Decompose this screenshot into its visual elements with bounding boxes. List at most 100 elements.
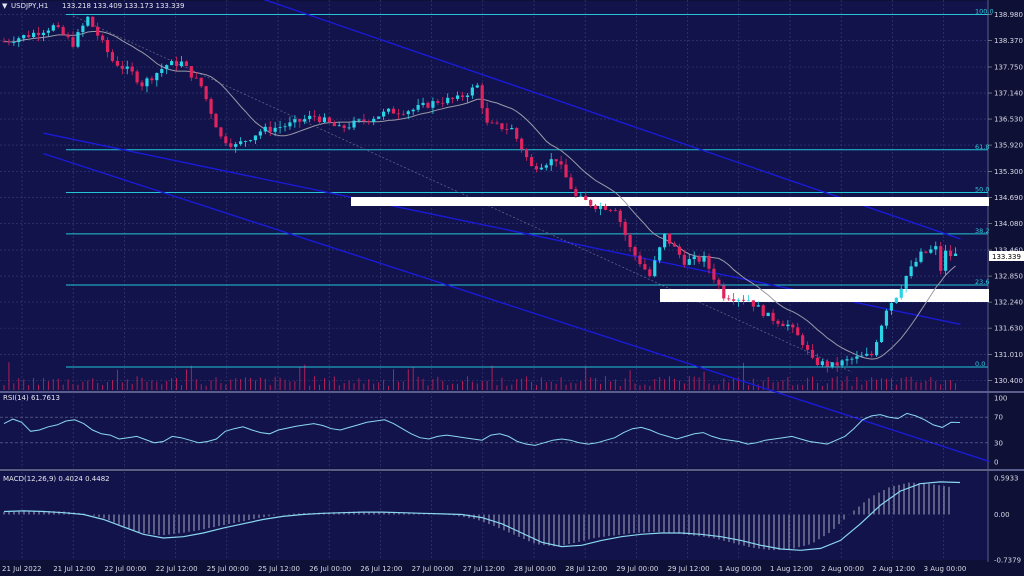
candle-body (524, 149, 529, 158)
time-tick-label: 2 Aug 00:00 (821, 565, 864, 573)
candle-body (643, 264, 647, 270)
candle-body (687, 259, 691, 265)
candle-body (411, 109, 415, 112)
candle-body (337, 125, 341, 127)
candle-body (539, 167, 543, 170)
highlight-boxes[interactable] (351, 197, 989, 302)
candle-body (174, 61, 179, 67)
candle-body (569, 177, 573, 190)
candles[interactable] (2, 15, 958, 373)
candle-body (451, 97, 455, 99)
price-pane[interactable] (0, 1, 988, 391)
candle-body (382, 111, 386, 117)
candle-body (120, 65, 124, 69)
candle-body (677, 246, 682, 255)
candle-body (515, 127, 519, 139)
candle-body (431, 101, 435, 108)
candle-body (830, 362, 834, 367)
candle-body (889, 302, 893, 311)
candle-body (71, 37, 75, 47)
candle-body (312, 115, 317, 117)
candle-body (672, 243, 677, 247)
candle-body (589, 200, 593, 206)
candle-body (746, 300, 751, 302)
candle-body (766, 312, 770, 317)
candle-body (929, 249, 933, 253)
macd-title: MACD(12,26,9) 0.4024 0.4482 (3, 475, 110, 483)
rsi-indicator: 100 70 30 0 (0, 395, 1007, 467)
fib-level-label: 0.0 (975, 360, 985, 368)
candle-body (239, 141, 243, 145)
candle-body (36, 32, 41, 36)
highlight-box-lower[interactable] (660, 289, 989, 302)
candle-body (12, 42, 16, 43)
candle-body (248, 140, 253, 142)
candle-body (377, 116, 381, 119)
candle-body (421, 102, 425, 105)
candle-body (732, 299, 736, 301)
price-tick-label: 135.920 (994, 142, 1023, 150)
candle-body (702, 255, 706, 262)
time-tick-label: 2 Aug 12:00 (872, 565, 915, 573)
moving-average (3, 30, 956, 360)
candle-body (820, 361, 824, 365)
rsi-tick-label: 0 (994, 459, 998, 467)
candle-body (199, 77, 203, 87)
candle-body (559, 161, 563, 165)
candle-body (135, 71, 139, 83)
highlight-box-upper[interactable] (351, 197, 989, 206)
candle-body (682, 254, 686, 265)
candle-body (101, 35, 105, 41)
candle-body (367, 120, 371, 122)
fib-level-label: 61.8 (975, 143, 989, 151)
candle-body (283, 126, 287, 128)
candle-body (362, 119, 366, 121)
price-tick-label: 130.400 (994, 377, 1023, 385)
candle-body (544, 165, 548, 168)
candle-body (505, 129, 509, 130)
candle-body (17, 38, 21, 43)
time-tick-label: 21 Jul 2022 (2, 565, 42, 573)
candle-body (658, 247, 662, 261)
price-tick-label: 134.690 (994, 194, 1023, 202)
candle-body (948, 250, 953, 257)
rsi-title: RSI(14) 61.7613 (3, 394, 60, 402)
candle-body (258, 131, 262, 136)
candle-body (189, 66, 193, 78)
candle-body (46, 30, 50, 33)
candle-body (41, 32, 46, 36)
macd-tick-label: -0.7379 (994, 557, 1021, 565)
candle-body (165, 65, 169, 70)
candle-body (406, 111, 410, 115)
candle-body (490, 122, 494, 124)
candle-body (386, 108, 391, 112)
candle-body (2, 41, 6, 43)
chart-header: ▼ USDJPY,H1 133.218 133.409 133.173 133.… (2, 2, 184, 10)
candle-body (317, 116, 322, 123)
candle-body (623, 221, 627, 236)
candle-body (298, 119, 302, 122)
symbol-timeframe: USDJPY,H1 (11, 2, 48, 10)
candle-body (860, 355, 864, 357)
candle-body (628, 235, 632, 248)
candle-body (939, 246, 943, 271)
candle-body (293, 119, 297, 123)
candle-body (179, 61, 184, 67)
time-tick-label: 1 Aug 12:00 (770, 565, 813, 573)
candle-body (214, 113, 218, 128)
candle-body (115, 60, 119, 66)
candle-body (145, 78, 149, 87)
price-tick-label: 138.370 (994, 37, 1023, 45)
candle-body (332, 122, 336, 127)
moving-average-line (3, 30, 956, 360)
candle-body (56, 25, 60, 28)
rsi-pane[interactable] (0, 393, 988, 468)
fib-level-label: 23.6 (975, 278, 989, 286)
candle-body (155, 73, 159, 81)
time-tick-label: 26 Jul 00:00 (309, 565, 351, 573)
candle-body (953, 253, 958, 257)
time-tick-label: 25 Jul 12:00 (258, 565, 300, 573)
candle-body (268, 126, 272, 132)
candle-body (584, 195, 588, 201)
